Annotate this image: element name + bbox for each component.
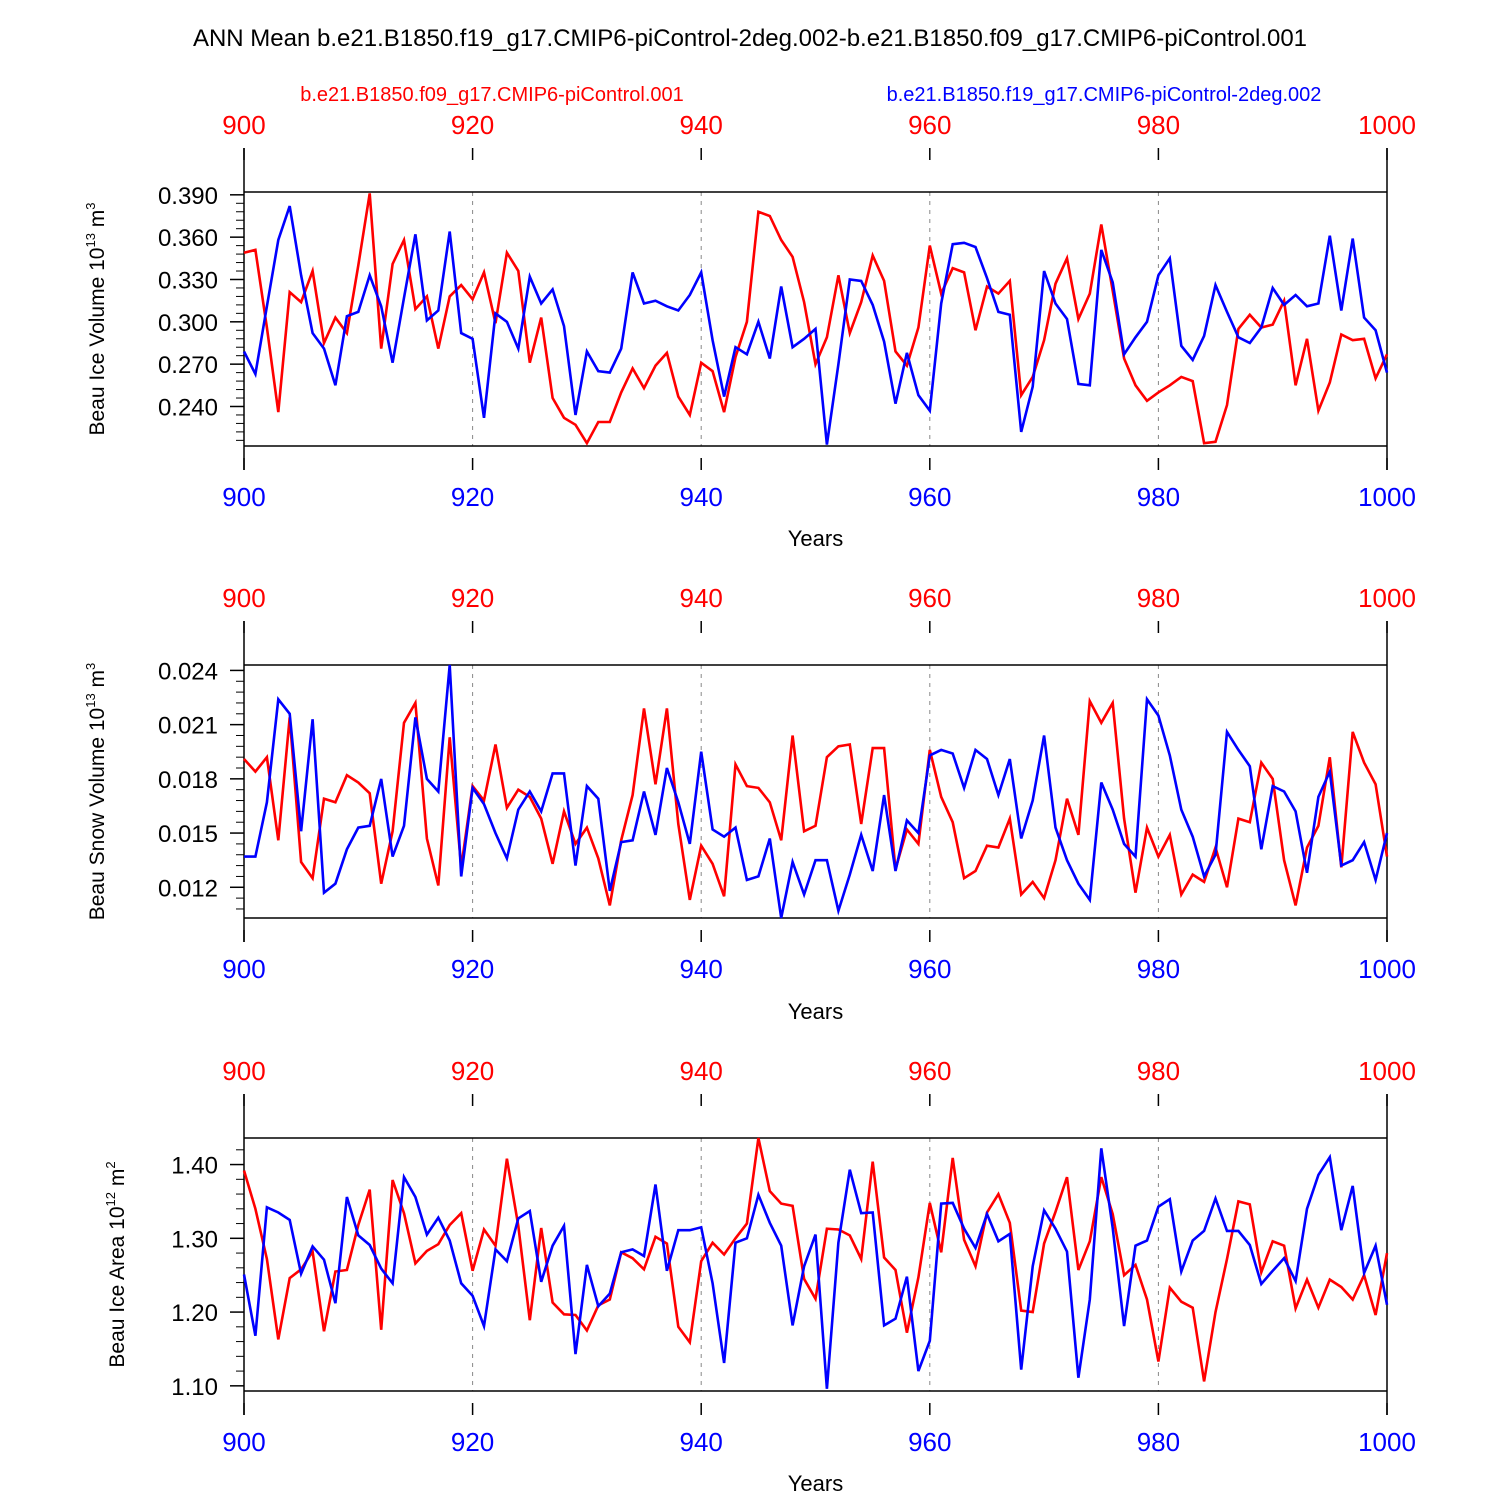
y-axis-label-exponent: 13 [83,693,98,707]
x-bottom-tick-label: 980 [1137,954,1180,984]
x-top-tick-label: 980 [1137,583,1180,613]
y-tick-label: 0.012 [158,875,218,902]
series-line-case2 [242,1148,1389,1389]
y-axis-label-exponent: 12 [103,1192,118,1206]
y-axis-label-exponent: 13 [83,233,98,247]
y-axis-label-unit-exponent: 3 [83,203,98,210]
y-axis-label-unit-exponent: 3 [83,663,98,670]
figure-title: ANN Mean b.e21.B1850.f19_g17.CMIP6-piCon… [193,25,1307,52]
y-tick-label: 0.021 [158,713,218,740]
x-bottom-tick-label: 900 [222,954,265,984]
x-bottom-tick-label: 900 [222,1427,265,1457]
x-bottom-tick-label: 1000 [1358,482,1416,512]
legend-case1-label: b.e21.B1850.f09_g17.CMIP6-piControl.001 [300,84,684,106]
x-bottom-tick-label: 960 [908,482,951,512]
y-tick-label: 1.10 [171,1374,218,1401]
x-bottom-tick-label: 960 [908,954,951,984]
x-top-tick-label: 960 [908,110,951,140]
y-tick-label: 0.270 [158,352,218,379]
x-bottom-tick-label: 1000 [1358,954,1416,984]
y-tick-label: 0.360 [158,225,218,252]
x-bottom-tick-label: 940 [680,482,723,512]
x-top-tick-label: 900 [222,1056,265,1086]
x-top-tick-label: 960 [908,583,951,613]
x-bottom-tick-label: 920 [451,482,494,512]
y-tick-label: 1.40 [171,1153,218,1180]
x-top-tick-label: 920 [451,1056,494,1086]
x-bottom-tick-label: 900 [222,482,265,512]
y-axis-label-unit: m [86,670,109,693]
x-bottom-tick-label: 940 [680,1427,723,1457]
y-axis-label-text: Beau Snow Volume 10 [86,708,109,920]
x-bottom-tick-label: 960 [908,1427,951,1457]
y-tick-label: 0.024 [158,658,218,685]
x-top-tick-label: 1000 [1358,110,1416,140]
chart-panel-2: 0.012 0.015 0.018 0.021 0.024 900 900 920 920 940… [83,583,1416,1024]
x-top-tick-label: 900 [222,583,265,613]
chart-panel-1: 0.240 0.270 0.300 0.330 0.360 0.390 900 900 920 9… [83,110,1416,551]
y-tick-label: 0.330 [158,267,218,294]
x-top-tick-label: 920 [451,583,494,613]
x-top-tick-label: 940 [680,110,723,140]
panels-group: 0.240 0.270 0.300 0.330 0.360 0.390 900 900 920 9… [83,110,1416,1496]
chart-panel-3: 1.10 1.20 1.30 1.40 900 900 920 920 940 940 960 960… [103,1056,1416,1496]
y-tick-label: 1.30 [171,1226,218,1253]
x-top-tick-label: 980 [1137,1056,1180,1086]
y-axis-label: Beau Snow Volume 1013 m3 [83,663,109,921]
x-top-tick-label: 1000 [1358,1056,1416,1086]
y-axis-label-unit: m [86,210,109,233]
y-tick-label: 1.20 [171,1300,218,1327]
series-line-case1 [243,193,1389,446]
x-top-tick-label: 920 [451,110,494,140]
x-top-tick-label: 940 [680,1056,723,1086]
y-axis-label-text: Beau Ice Area 10 [106,1206,129,1367]
y-tick-label: 0.390 [158,183,218,210]
y-axis-label: Beau Ice Area 1012 m2 [103,1161,129,1367]
x-top-tick-label: 980 [1137,110,1180,140]
legend-case2-label: b.e21.B1850.f19_g17.CMIP6-piControl-2deg… [887,84,1322,106]
x-top-tick-label: 1000 [1358,583,1416,613]
x-axis-label: Years [788,526,843,551]
y-tick-label: 0.015 [158,821,218,848]
y-axis-label: Beau Ice Volume 1013 m3 [83,203,109,436]
series-line-case1 [243,696,1389,906]
x-axis-label: Years [788,999,843,1024]
x-bottom-tick-label: 920 [451,1427,494,1457]
x-top-tick-label: 940 [680,583,723,613]
series-line-case1 [242,1137,1389,1382]
y-tick-label: 0.240 [158,394,218,421]
y-axis-label-unit: m [106,1169,129,1192]
x-bottom-tick-label: 980 [1137,482,1180,512]
x-bottom-tick-label: 920 [451,954,494,984]
x-axis-label: Years [788,1471,843,1496]
y-axis-label-text: Beau Ice Volume 10 [86,248,109,436]
series-line-case2 [244,664,1389,919]
x-top-tick-label: 960 [908,1056,951,1086]
y-axis-label-unit-exponent: 2 [103,1161,118,1168]
series-line-case2 [242,205,1389,445]
x-bottom-tick-label: 1000 [1358,1427,1416,1457]
x-bottom-tick-label: 980 [1137,1427,1180,1457]
y-tick-label: 0.300 [158,310,218,337]
x-bottom-tick-label: 940 [680,954,723,984]
x-top-tick-label: 900 [222,110,265,140]
y-tick-label: 0.018 [158,767,218,794]
